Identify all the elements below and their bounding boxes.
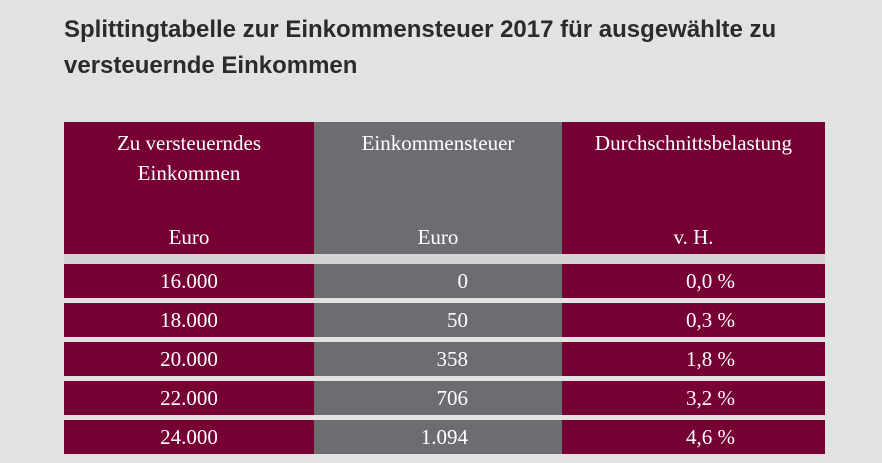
cell-einkommen: 18.000 [64, 303, 314, 337]
header-einkommen: Zu versteuerndes Einkommen Euro [64, 122, 314, 254]
cell-belastung: 0,3 % [562, 303, 825, 337]
header-unit: Euro [168, 225, 210, 249]
table-row: 18.000 50 0,3 % [64, 303, 825, 337]
header-durchschnittsbelastung: Durchschnittsbelastung v. H. [562, 122, 825, 254]
table-row: 22.000 706 3,2 % [64, 381, 825, 415]
table-header: Zu versteuerndes Einkommen Euro Einkomme… [64, 122, 825, 254]
cell-belastung: 0,0 % [562, 264, 825, 298]
header-label: Zu versteuerndes Einkommen [116, 131, 262, 185]
header-label: Einkommensteuer [361, 131, 515, 155]
header-separator [64, 254, 825, 264]
cell-belastung: 4,6 % [562, 420, 825, 454]
table-row: 20.000 358 1,8 % [64, 342, 825, 376]
cell-steuer: 1.094 [314, 420, 562, 454]
cell-steuer: 706 [314, 381, 562, 415]
cell-belastung: 3,2 % [562, 381, 825, 415]
cell-steuer: 50 [314, 303, 562, 337]
cell-einkommen: 22.000 [64, 381, 314, 415]
cell-steuer: 358 [314, 342, 562, 376]
cell-steuer: 0 [314, 264, 562, 298]
page-title: Splittingtabelle zur Einkommensteuer 201… [64, 16, 777, 79]
table-body: 16.000 0 0,0 % 18.000 50 0,3 % 20.000 35… [64, 264, 825, 459]
cell-einkommen: 20.000 [64, 342, 314, 376]
header-unit: Euro [417, 225, 459, 249]
cell-einkommen: 24.000 [64, 420, 314, 454]
cell-belastung: 1,8 % [562, 342, 825, 376]
table-row: 24.000 1.094 4,6 % [64, 420, 825, 454]
header-einkommensteuer: Einkommensteuer Euro [314, 122, 562, 254]
table-row: 16.000 0 0,0 % [64, 264, 825, 298]
header-label: Durchschnittsbelastung [594, 131, 793, 155]
header-unit: v. H. [673, 225, 714, 249]
cell-einkommen: 16.000 [64, 264, 314, 298]
